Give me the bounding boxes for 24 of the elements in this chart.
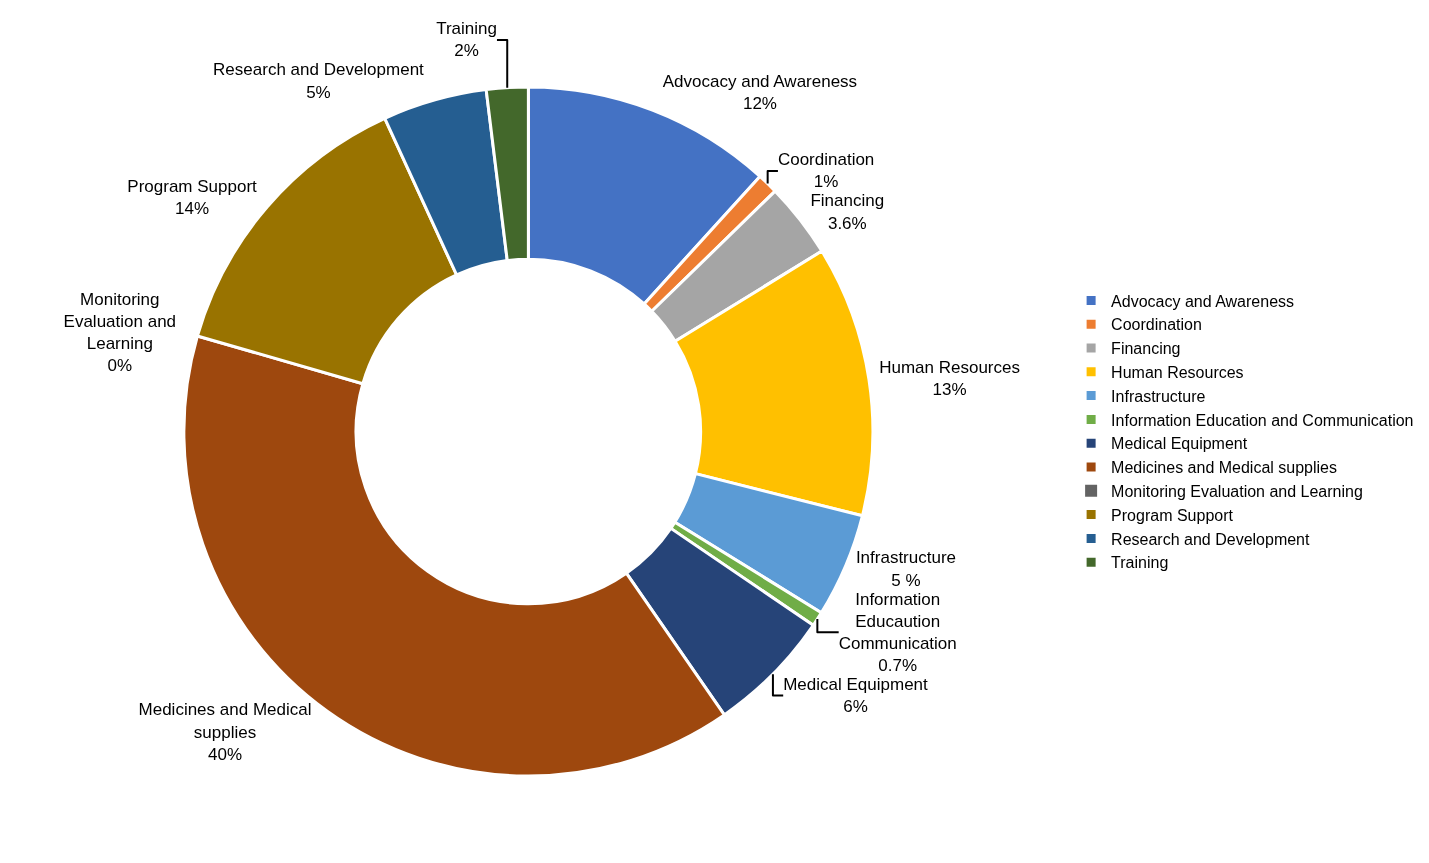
- data-label: Coordination 1%: [777, 150, 875, 192]
- legend-label: Human Resources: [1111, 364, 1244, 382]
- legend-label: Medical Equipment: [1111, 435, 1248, 453]
- legend-label: Information Education and Communication: [1111, 411, 1414, 429]
- legend-label: Training: [1111, 554, 1169, 572]
- data-label: Training 2%: [436, 19, 497, 61]
- data-label: Infrastructure 5 %: [855, 548, 957, 590]
- data-label: Information Educaution Communication 0.7%: [838, 589, 957, 675]
- legend-label: Infrastructure: [1111, 387, 1206, 405]
- legend-label: Program Support: [1111, 506, 1234, 524]
- data-label: Medicines and Medical supplies 40%: [138, 700, 312, 764]
- legend-label: Medicines and Medical supplies: [1111, 459, 1338, 477]
- data-label: Program Support 14%: [127, 177, 258, 219]
- legend-label: Financing: [1111, 340, 1181, 358]
- text: Monitoring Evaluation and Learning 0%: [63, 290, 177, 376]
- legend-label: Coordination: [1111, 316, 1202, 334]
- data-label: Research and Development 5%: [213, 60, 425, 102]
- data-label: Financing 3.6%: [810, 191, 885, 233]
- data-label: Advocacy and Awareness 12%: [662, 71, 858, 113]
- legend-label: Advocacy and Awareness: [1111, 292, 1295, 310]
- legend-label: Monitoring Evaluation and Learning: [1111, 483, 1363, 501]
- data-label: Medical Equipment 6%: [783, 674, 929, 716]
- legend-label: Research and Development: [1111, 530, 1310, 548]
- data-label: Human Resources 13%: [879, 358, 1020, 400]
